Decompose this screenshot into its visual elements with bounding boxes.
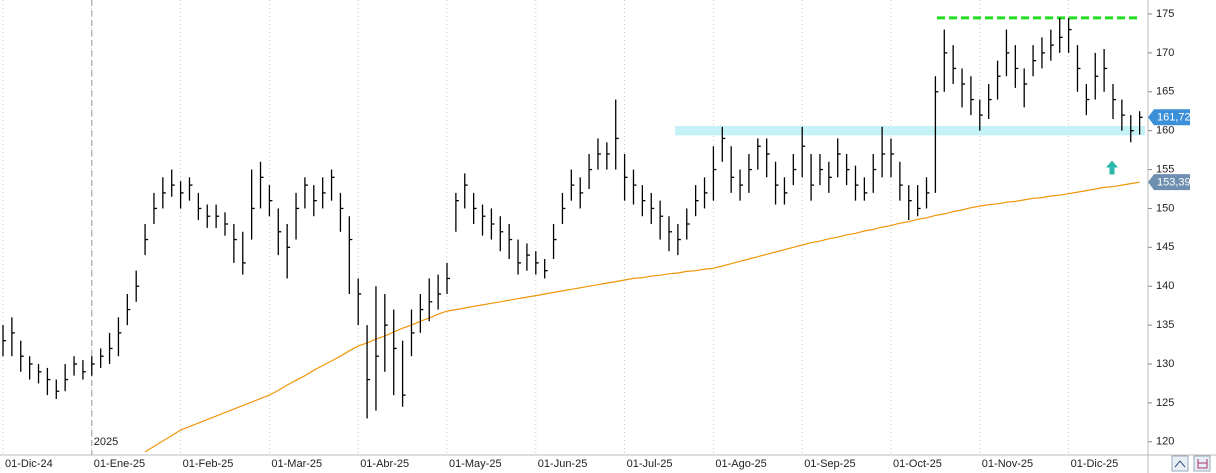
x-tick-label: 01-Ago-25 [715, 458, 766, 470]
toolbar-icon [1197, 459, 1208, 469]
y-tick-label: 135 [1156, 319, 1174, 331]
x-tick-label: 01-May-25 [449, 458, 502, 470]
x-tick-label: 01-Sep-25 [804, 458, 855, 470]
y-tick-label: 150 [1156, 202, 1174, 214]
x-tick-label: 01-Jul-25 [627, 458, 673, 470]
y-tick-label: 175 [1156, 8, 1174, 20]
x-tick-label: 01-Dic-25 [1071, 458, 1119, 470]
price-tag [1148, 174, 1190, 191]
price-tag-label: 153,39 [1157, 176, 1191, 188]
signal-arrow [1106, 160, 1118, 175]
y-tick-label: 140 [1156, 280, 1174, 292]
toolbar-icon [1174, 460, 1186, 468]
x-tick-label: 01-Jun-25 [538, 458, 588, 470]
price-tag [1148, 109, 1190, 126]
y-tick-label: 160 [1156, 125, 1174, 137]
support-band [675, 126, 1145, 136]
x-tick-label: 01-Mar-25 [271, 458, 322, 470]
toolbar-button[interactable] [1171, 455, 1189, 472]
y-tick-label: 165 [1156, 86, 1174, 98]
year-label: 2025 [94, 436, 118, 448]
y-tick-label: 145 [1156, 241, 1174, 253]
x-tick-label: 01-Feb-25 [183, 458, 234, 470]
y-tick-label: 130 [1156, 358, 1174, 370]
x-tick-label: 01-Dic-24 [5, 458, 53, 470]
x-tick-label: 01-Nov-25 [982, 458, 1033, 470]
y-tick-label: 120 [1156, 436, 1174, 448]
x-tick-label: 01-Ene-25 [94, 458, 145, 470]
x-tick-label: 01-Abr-25 [360, 458, 409, 470]
x-tick-label: 01-Oct-25 [893, 458, 942, 470]
moving-average-line [144, 181, 1140, 453]
price-tag-label: 161,72 [1157, 112, 1191, 124]
y-tick-label: 170 [1156, 47, 1174, 59]
y-tick-label: 125 [1156, 397, 1174, 409]
y-tick-label: 155 [1156, 163, 1174, 175]
